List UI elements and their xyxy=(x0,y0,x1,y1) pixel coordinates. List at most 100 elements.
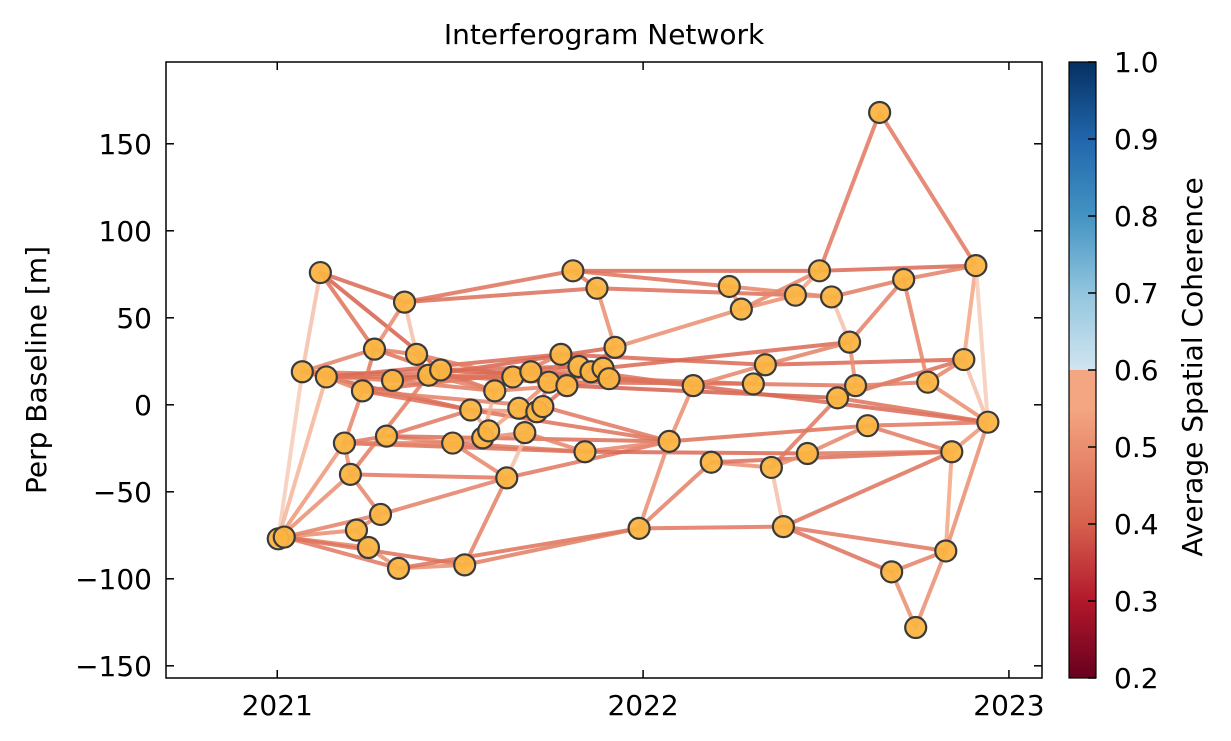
y-axis: −150 −100 −50 0 50 100 150 xyxy=(75,128,1042,683)
pair-line-AA-AO xyxy=(781,524,948,553)
pair-line-n-AB xyxy=(594,286,798,298)
pair-line-t-y xyxy=(691,362,768,388)
acquisition-point-U xyxy=(453,553,477,577)
pair-line-AE-AL xyxy=(829,277,906,299)
x-tick-label: 2023 xyxy=(973,689,1044,722)
acquisition-point-AL xyxy=(892,267,916,292)
pair-line-U-r xyxy=(462,526,642,567)
acquisition-point-N xyxy=(380,368,405,393)
acquisition-point-v xyxy=(717,274,741,299)
acquisition-point-V xyxy=(459,398,483,422)
acquisition-point-I xyxy=(350,379,375,403)
pair-line-z-AF xyxy=(769,395,840,470)
pair-line-AR-AS xyxy=(973,263,990,425)
acquisition-point-AP xyxy=(940,440,964,464)
pair-line-M-V xyxy=(384,408,473,439)
acquisition-point-q xyxy=(603,335,627,359)
acquisition-point-AF xyxy=(825,386,850,410)
pair-line-AD-AR xyxy=(817,263,978,273)
pair-line-AO-AS xyxy=(943,420,990,553)
acquisition-point-AR xyxy=(964,253,988,278)
pair-line-V-s xyxy=(468,408,672,444)
acquisition-point-AI xyxy=(856,414,880,438)
pair-line-P-n xyxy=(402,286,599,305)
pair-line-AL-AR xyxy=(901,263,978,282)
y-tick-label: −50 xyxy=(93,476,152,509)
acquisition-nodes xyxy=(266,100,1000,640)
y-tick-label: 100 xyxy=(99,215,152,248)
plot-frame xyxy=(165,61,1043,679)
acquisition-point-x xyxy=(741,372,765,396)
y-tick-label: 0 xyxy=(134,389,152,422)
y-axis-label: Perp Baseline [m] xyxy=(20,246,53,494)
acquisition-point-r xyxy=(627,516,651,540)
pair-line-AK-AA xyxy=(781,524,894,574)
pair-line-AJ-AR xyxy=(877,110,978,268)
acquisition-point-AE xyxy=(819,285,844,309)
colorbar-tick-label: 1.0 xyxy=(1114,46,1159,79)
pair-line-f-s xyxy=(540,404,672,444)
acquisition-point-w xyxy=(729,297,753,321)
y-tick-label: 150 xyxy=(99,128,152,161)
pair-line-AG-AL xyxy=(847,277,906,345)
acquisition-point-X xyxy=(477,419,501,443)
pair-line-AD-AJ xyxy=(817,110,882,273)
acquisition-point-f xyxy=(531,394,555,419)
colorbar-axis: 0.2 0.3 0.4 0.5 0.6 0.7 0.8 0.9 1.0 xyxy=(1088,46,1159,695)
pair-line-A-F xyxy=(276,441,347,541)
pair-line-AQ-AR xyxy=(961,263,978,362)
y-tick-label: −150 xyxy=(75,650,152,683)
colorbar-tick-label: 0.5 xyxy=(1114,431,1159,464)
pair-line-AA-AP xyxy=(781,449,954,529)
acquisition-point-S xyxy=(429,358,453,382)
acquisition-point-AM xyxy=(904,615,928,640)
pair-line-y-AQ xyxy=(763,357,966,367)
pair-line-q-w xyxy=(613,307,744,350)
pair-line-AF-AS xyxy=(835,395,990,425)
pair-line-r-s xyxy=(637,439,672,531)
pair-line-h-y xyxy=(558,352,768,367)
colorbar-tick-label: 0.9 xyxy=(1114,123,1159,156)
acquisition-point-F xyxy=(332,431,357,455)
acquisition-point-K xyxy=(362,337,387,361)
acquisition-point-AK xyxy=(880,560,904,584)
acquisition-point-AG xyxy=(837,330,862,354)
acquisition-point-E xyxy=(314,365,338,389)
pair-line-AO-AP xyxy=(943,449,954,553)
colorbar-tick-label: 0.4 xyxy=(1114,508,1159,541)
acquisition-point-H xyxy=(344,518,369,542)
acquisition-point-O xyxy=(386,556,411,580)
pair-line-AH-AN xyxy=(853,380,930,388)
pair-line-AC-AP xyxy=(805,449,954,456)
acquisition-point-AH xyxy=(843,374,868,398)
acquisition-point-M xyxy=(374,424,399,448)
acquisition-point-u xyxy=(699,450,723,474)
acquisition-point-Q xyxy=(404,342,429,366)
pair-line-C-K xyxy=(300,347,377,374)
pair-line-r-u xyxy=(637,460,714,531)
pair-line-D-P xyxy=(318,270,407,305)
acquisition-point-d xyxy=(519,360,543,384)
pair-line-I-V xyxy=(360,388,473,413)
acquisition-point-B xyxy=(272,525,296,549)
x-tick-label: 2022 xyxy=(607,689,678,722)
colorbar-tick-label: 0.8 xyxy=(1114,200,1159,233)
acquisition-point-L xyxy=(368,502,393,527)
acquisition-point-T xyxy=(441,431,465,455)
pair-line-A-E xyxy=(276,374,329,541)
x-tick-label: 2021 xyxy=(242,689,313,722)
acquisition-point-AB xyxy=(783,283,808,307)
acquisition-point-G xyxy=(338,462,363,487)
y-tick-label: −100 xyxy=(75,563,152,596)
colorbar-tick-label: 0.3 xyxy=(1114,585,1159,618)
y-tick-label: 50 xyxy=(116,302,152,335)
pair-line-l-AC xyxy=(582,449,810,456)
pair-line-Z-e xyxy=(504,409,539,480)
acquisition-point-p xyxy=(597,367,621,391)
acquisition-point-j xyxy=(561,259,585,283)
acquisition-point-y xyxy=(753,353,777,377)
pair-line-G-Z xyxy=(348,472,509,480)
acquisition-point-D xyxy=(308,260,332,285)
pair-line-P-j xyxy=(402,268,575,305)
